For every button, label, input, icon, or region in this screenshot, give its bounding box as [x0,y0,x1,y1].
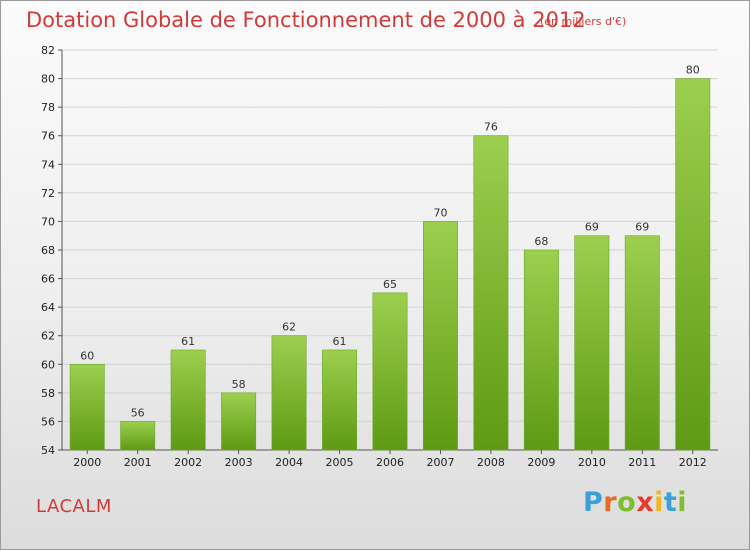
y-tick-label: 82 [41,44,55,57]
bar-2012 [675,78,711,451]
bars [69,78,711,451]
bar-2003 [221,392,257,451]
bar-2009 [523,249,559,451]
x-tick-labels: 2000 2001 2002 2003 2004 2005 2006 2007 2008 2009… [73,450,707,469]
logo-letter: r [603,487,618,518]
value-label-2000: 60 [80,349,94,362]
y-tick-label: 62 [41,330,55,343]
bar-2010 [574,235,610,451]
value-label-2004: 62 [282,321,296,334]
value-label-2007: 70 [433,206,447,219]
value-label-2008: 76 [484,121,498,134]
x-tick-label-2003: 2003 [225,456,253,469]
x-tick-label-2006: 2006 [376,456,404,469]
x-tick-label-2000: 2000 [73,456,101,469]
proxiti-logo[interactable]: Proxiti [583,487,687,518]
bar-2007 [423,221,458,451]
y-tick-label: 58 [41,387,55,400]
y-tick-label: 60 [41,358,55,371]
logo-letter: x [636,487,655,518]
x-tick-label-2012: 2012 [679,456,707,469]
y-tick-label: 78 [41,101,55,114]
value-label-2009: 68 [534,235,548,248]
x-tick-label-2009: 2009 [527,456,555,469]
value-label-2005: 61 [333,335,347,348]
y-tick-label: 74 [41,158,55,171]
x-tick-label-2008: 2008 [477,456,505,469]
commune-name: LACALM [36,496,112,517]
bar-2011 [624,235,660,451]
logo-letter: i [677,487,688,518]
y-tick-label: 76 [41,130,55,143]
bar-2000 [69,363,105,451]
value-label-2003: 58 [232,378,246,391]
logo-letter: o [617,487,637,518]
y-tick-label: 80 [41,73,55,86]
y-tick-label: 72 [41,187,55,200]
x-tick-label-2001: 2001 [124,456,152,469]
bar-2005 [322,349,357,451]
value-label-2006: 65 [383,278,397,291]
logo-letter: i [654,487,664,518]
y-tick-label: 64 [41,301,55,314]
bar-2008 [473,135,509,451]
value-label-2002: 61 [181,335,195,348]
bar-2001 [120,421,156,451]
y-tick-label: 56 [41,415,55,428]
value-label-2011: 69 [635,221,649,234]
x-tick-label-2005: 2005 [326,456,354,469]
chart-title: Dotation Globale de Fonctionnement de 20… [26,8,586,32]
x-tick-label-2007: 2007 [426,456,454,469]
value-label-2012: 80 [686,64,700,77]
x-tick-label-2011: 2011 [628,456,656,469]
x-tick-label-2002: 2002 [174,456,202,469]
chart-subtitle: (en milliers d'€) [540,15,627,28]
y-tick-label: 54 [41,444,55,457]
value-label-2001: 56 [131,406,145,419]
x-tick-label-2004: 2004 [275,456,303,469]
y-tick-labels: 54 56 58 60 62 64 66 68 70 72 74 76 78 80 82 [41,44,55,457]
bar-2004 [271,335,307,451]
logo-letter: t [663,487,678,518]
value-labels: 60 56 61 58 62 61 65 70 76 68 69 69 80 [80,64,700,420]
bar-2006 [372,292,408,451]
logo-letter: P [583,487,604,518]
y-tick-label: 66 [41,273,55,286]
y-tick-label: 68 [41,244,55,257]
bar-2002 [170,349,206,451]
x-tick-label-2010: 2010 [578,456,606,469]
y-tick-label: 70 [41,215,55,228]
value-label-2010: 69 [585,221,599,234]
